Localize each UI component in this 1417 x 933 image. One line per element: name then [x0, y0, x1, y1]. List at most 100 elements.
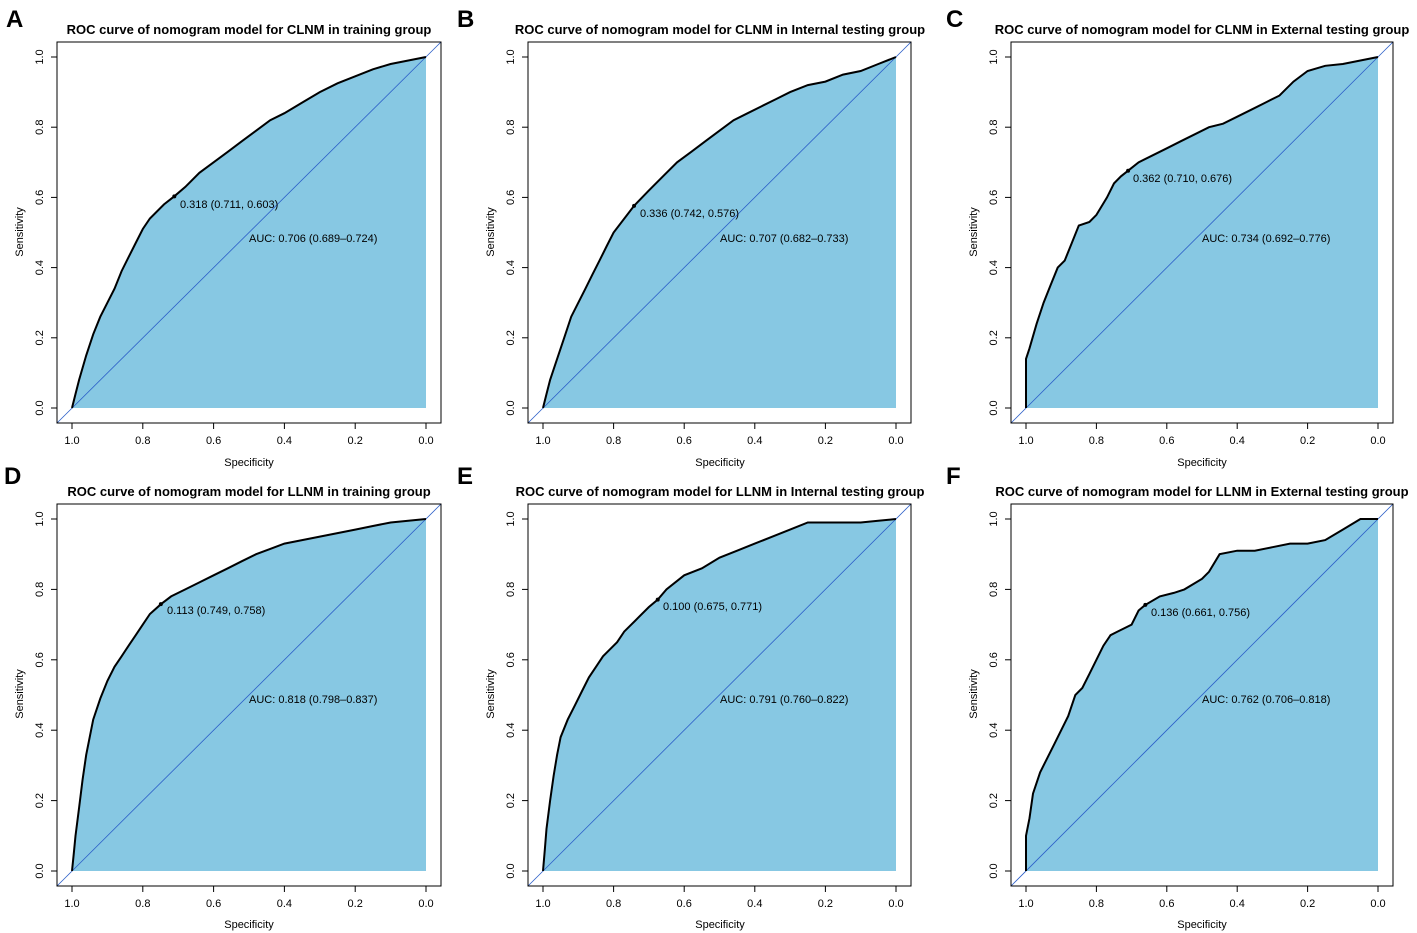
x-tick-label: 0.0 [418, 898, 433, 910]
reference-diagonal [1010, 41, 1394, 424]
x-tick-label: 0.8 [606, 898, 621, 910]
x-tick-label: 0.6 [206, 898, 221, 910]
y-tick-label: 0.4 [34, 723, 46, 738]
panel-a: A ROC curve of nomogram model for CLNM i… [6, 6, 442, 469]
panel-letter: E [457, 463, 473, 490]
panel-c: C ROC curve of nomogram model for CLNM i… [946, 6, 1409, 469]
y-axis-label: Sensitivity [14, 669, 26, 719]
reference-diagonal [56, 503, 442, 887]
x-tick-label: 0.0 [888, 898, 903, 910]
panel-letter: B [457, 6, 474, 33]
y-tick-label: 0.4 [988, 723, 1000, 738]
y-tick-label: 0.8 [988, 582, 1000, 597]
x-tick-label: 0.2 [818, 435, 833, 447]
x-axis-label: Specificity [224, 919, 274, 931]
y-tick-label: 0.2 [988, 793, 1000, 808]
x-tick-label: 0.8 [606, 435, 621, 447]
panel-e: E ROC curve of nomogram model for LLNM i… [457, 463, 924, 931]
x-tick-label: 0.4 [1230, 898, 1245, 910]
y-tick-label: 0.4 [988, 260, 1000, 275]
y-tick-label: 0.2 [505, 330, 517, 345]
x-tick-label: 0.0 [1370, 898, 1385, 910]
panel-letter: D [4, 463, 21, 490]
x-tick-label: 1.0 [535, 898, 550, 910]
y-axis: 0.0 0.2 0.4 0.6 0.8 1.0 [34, 511, 58, 879]
y-tick-label: 0.8 [34, 120, 46, 135]
roc-curve [1025, 518, 1378, 871]
y-tick-label: 0.8 [505, 120, 517, 135]
x-tick-label: 0.2 [1300, 898, 1315, 910]
chart-title: ROC curve of nomogram model for CLNM in … [995, 22, 1410, 37]
x-tick-label: 0.0 [1370, 435, 1385, 447]
x-tick-label: 0.4 [277, 435, 292, 447]
x-tick-label: 1.0 [64, 435, 79, 447]
panel-letter: F [946, 463, 961, 490]
plot-area [56, 503, 442, 887]
x-axis-label: Specificity [695, 457, 745, 469]
y-tick-label: 0.6 [988, 190, 1000, 205]
x-axis: 1.0 0.8 0.6 0.4 0.2 0.0 [64, 885, 434, 910]
cutoff-point [1126, 168, 1131, 173]
cutoff-label: 0.318 (0.711, 0.603) [180, 199, 278, 211]
cutoff-label: 0.336 (0.742, 0.576) [640, 208, 739, 220]
y-tick-label: 0.2 [34, 330, 46, 345]
x-tick-label: 0.8 [135, 898, 150, 910]
cutoff-label: 0.100 (0.675, 0.771) [663, 601, 762, 613]
chart-title: ROC curve of nomogram model for CLNM in … [67, 22, 432, 37]
auc-label: AUC: 0.791 (0.760–0.822) [720, 694, 848, 706]
x-tick-label: 0.4 [277, 898, 292, 910]
y-tick-label: 1.0 [505, 511, 517, 526]
y-axis-label: Sensitivity [485, 669, 497, 719]
cutoff-label: 0.113 (0.749, 0.758) [167, 605, 265, 617]
y-tick-label: 0.6 [505, 190, 517, 205]
y-tick-label: 0.6 [505, 652, 517, 667]
y-axis-label: Sensitivity [968, 669, 980, 719]
x-tick-label: 0.8 [135, 435, 150, 447]
y-tick-label: 0.2 [505, 793, 517, 808]
y-axis-label: Sensitivity [14, 207, 26, 257]
chart-title: ROC curve of nomogram model for CLNM in … [515, 22, 925, 37]
panel-b: B ROC curve of nomogram model for CLNM i… [457, 6, 925, 469]
auc-label: AUC: 0.762 (0.706–0.818) [1202, 694, 1330, 706]
x-tick-label: 0.6 [677, 435, 692, 447]
x-tick-label: 0.2 [348, 898, 363, 910]
roc-curve [542, 518, 897, 872]
y-axis: 0.0 0.2 0.4 0.6 0.8 1.0 [505, 49, 529, 416]
y-tick-label: 0.0 [34, 400, 46, 415]
plot-area [527, 503, 912, 887]
y-tick-label: 0.2 [34, 793, 46, 808]
x-tick-label: 0.4 [747, 898, 762, 910]
y-axis: 0.0 0.2 0.4 0.6 0.8 1.0 [988, 49, 1012, 416]
x-tick-label: 0.2 [818, 898, 833, 910]
x-tick-label: 1.0 [1018, 435, 1033, 447]
x-tick-label: 0.8 [1089, 898, 1104, 910]
y-tick-label: 0.8 [988, 120, 1000, 135]
x-axis-label: Specificity [1177, 919, 1227, 931]
cutoff-point [655, 597, 660, 602]
y-tick-label: 0.2 [988, 330, 1000, 345]
y-tick-label: 0.8 [34, 582, 46, 597]
y-tick-label: 0.0 [988, 863, 1000, 878]
x-axis-label: Specificity [695, 919, 745, 931]
y-tick-label: 0.0 [988, 400, 1000, 415]
y-tick-label: 0.4 [505, 723, 517, 738]
y-tick-label: 1.0 [505, 49, 517, 64]
roc-curve [1025, 56, 1379, 408]
panel-letter: A [6, 6, 23, 33]
auc-label: AUC: 0.734 (0.692–0.776) [1202, 233, 1330, 245]
x-tick-label: 0.6 [206, 435, 221, 447]
cutoff-point [1143, 602, 1148, 607]
x-tick-label: 0.6 [1159, 898, 1174, 910]
y-axis: 0.0 0.2 0.4 0.6 0.8 1.0 [34, 49, 58, 416]
x-tick-label: 1.0 [64, 898, 79, 910]
x-tick-label: 0.6 [1159, 435, 1174, 447]
x-axis: 1.0 0.8 0.6 0.4 0.2 0.0 [535, 885, 904, 910]
y-tick-label: 0.8 [505, 582, 517, 597]
x-tick-label: 0.4 [1230, 435, 1245, 447]
y-tick-label: 1.0 [988, 511, 1000, 526]
x-axis: 1.0 0.8 0.6 0.4 0.2 0.0 [64, 422, 434, 447]
x-tick-label: 0.4 [747, 435, 762, 447]
y-tick-label: 0.6 [34, 652, 46, 667]
x-tick-label: 1.0 [535, 435, 550, 447]
y-tick-label: 1.0 [988, 49, 1000, 64]
